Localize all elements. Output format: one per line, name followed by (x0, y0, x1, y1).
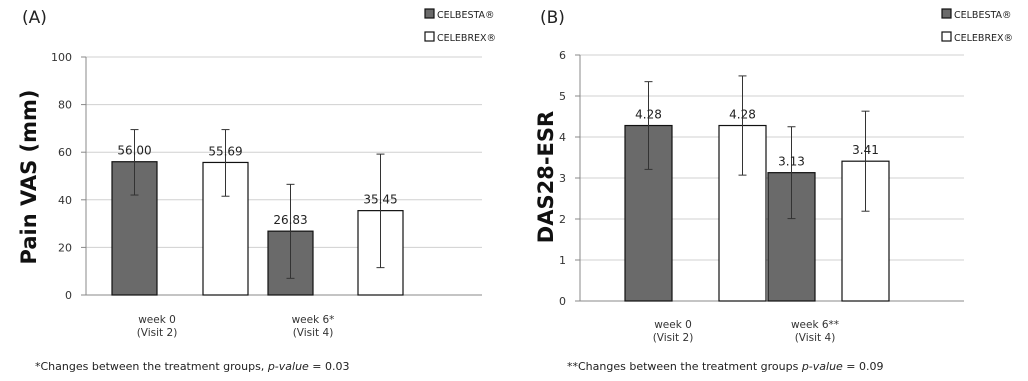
y-tick-label: 40 (58, 194, 72, 207)
data-label: 26.83 (273, 213, 307, 227)
legend-label: CELBESTA® (954, 10, 1012, 21)
x-tick-sublabel: (Visit 2) (137, 327, 178, 339)
legend-swatch (941, 8, 952, 19)
y-tick-label: 2 (559, 213, 566, 226)
data-label: 4.28 (635, 108, 662, 122)
legend-swatch (941, 31, 952, 42)
footnote-value: = 0.09 (843, 360, 884, 373)
data-label: 4.28 (729, 108, 756, 122)
y-tick-label: 60 (58, 146, 72, 159)
footnote-italic: p-value (801, 360, 843, 373)
footnote-italic: p-value (267, 360, 309, 373)
y-tick-label: 5 (559, 90, 566, 103)
y-tick-label: 0 (65, 289, 72, 302)
legend-swatch (424, 8, 435, 19)
y-axis-label: DAS28-ESR (534, 111, 558, 243)
legend-label: CELEBREX® (437, 33, 496, 44)
panel-label: (A) (22, 8, 47, 28)
data-label: 55.69 (208, 144, 242, 158)
y-tick-label: 80 (58, 99, 72, 112)
data-label: 3.41 (852, 143, 879, 157)
x-tick-label: week 6** (791, 319, 839, 331)
panel-label: (B) (540, 8, 565, 28)
footnote-text: *Changes between the treatment groups, (35, 360, 268, 373)
legend-label: CELBESTA® (437, 10, 495, 21)
x-tick-sublabel: (Visit 2) (653, 332, 694, 344)
x-tick-label: week 6* (292, 314, 335, 326)
data-label: 3.13 (778, 155, 805, 169)
panel-2: (B) 0 1 2 3 4 5 6 DAS28-ESR 4.28 3.13 4.28 3.41 week … (534, 8, 1013, 373)
footnote: *Changes between the treatment groups, p… (35, 360, 350, 373)
data-label: 35.45 (363, 193, 397, 207)
x-tick-sublabel: (Visit 4) (293, 327, 334, 339)
legend-label: CELEBREX® (954, 33, 1013, 44)
x-tick-label: week 0 (654, 319, 692, 331)
footnote: **Changes between the treatment groups p… (567, 360, 884, 373)
y-tick-label: 0 (559, 295, 566, 308)
y-tick-label: 1 (559, 254, 566, 267)
y-tick-label: 4 (559, 131, 566, 144)
y-tick-label: 3 (559, 172, 566, 185)
legend-swatch (424, 31, 435, 42)
y-axis-label: Pain VAS (mm) (17, 90, 41, 265)
x-tick-sublabel: (Visit 4) (795, 332, 836, 344)
panel-1: (A) 0 20 40 60 80 100 Pain VAS (mm) 56.00 26.83 55… (17, 8, 496, 373)
footnote-value: = 0.03 (309, 360, 350, 373)
y-tick-label: 6 (559, 49, 566, 62)
y-tick-label: 100 (51, 51, 72, 64)
x-tick-label: week 0 (138, 314, 176, 326)
data-label: 56.00 (117, 144, 151, 158)
y-tick-label: 20 (58, 241, 72, 254)
footnote-text: **Changes between the treatment groups (567, 360, 802, 373)
